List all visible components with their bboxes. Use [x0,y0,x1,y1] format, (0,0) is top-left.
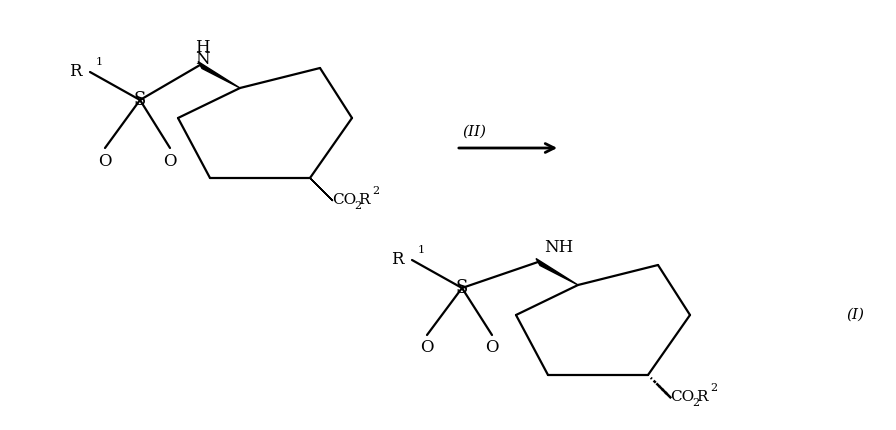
Polygon shape [198,61,240,88]
Text: 2: 2 [354,201,361,211]
Polygon shape [310,178,332,201]
Text: CO: CO [332,193,357,207]
Text: R: R [70,64,82,80]
Text: 1: 1 [418,245,425,255]
Text: N: N [194,52,210,68]
Text: (II): (II) [462,125,486,139]
Text: O: O [99,153,112,169]
Text: CO: CO [670,390,694,404]
Text: 2: 2 [710,383,717,393]
Text: S: S [134,91,146,109]
Text: O: O [163,153,177,169]
Text: H: H [194,39,210,55]
Text: 2: 2 [372,186,379,196]
Text: NH: NH [544,240,573,257]
Text: 2: 2 [692,398,699,408]
Text: O: O [420,340,434,356]
Text: R: R [696,390,708,404]
Text: (I): (I) [846,308,864,322]
Text: R: R [358,193,369,207]
Text: 1: 1 [96,57,103,67]
Text: S: S [456,279,469,297]
Polygon shape [536,258,578,285]
Text: O: O [486,340,499,356]
Text: R: R [392,252,404,268]
